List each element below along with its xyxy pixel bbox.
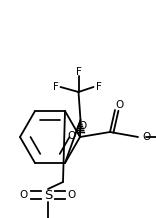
Text: F: F — [53, 82, 58, 92]
Text: F: F — [76, 67, 81, 77]
Text: F: F — [96, 82, 101, 92]
Text: O: O — [116, 100, 124, 110]
Text: O: O — [20, 190, 28, 200]
Text: O: O — [68, 131, 76, 141]
Text: O: O — [68, 190, 76, 200]
Text: S: S — [44, 189, 52, 201]
Text: O: O — [78, 121, 86, 131]
Text: O: O — [142, 132, 150, 142]
